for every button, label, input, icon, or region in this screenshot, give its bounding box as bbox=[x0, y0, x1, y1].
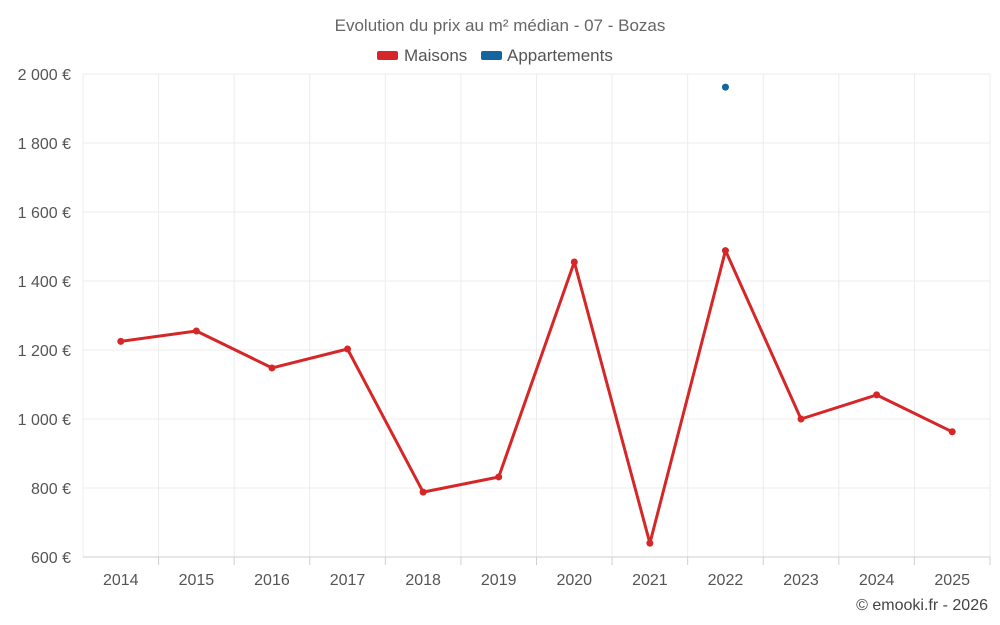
y-tick-label: 800 € bbox=[31, 481, 71, 498]
x-tick-label: 2018 bbox=[405, 572, 441, 589]
y-axis-ticks: 600 € 800 € 1 000 € 1 200 € 1 400 € 1 600 € 1 … bbox=[18, 67, 71, 567]
x-tick-label: 2019 bbox=[481, 572, 517, 589]
x-tick-label: 2014 bbox=[103, 572, 139, 589]
series-line-maisons bbox=[120, 249, 953, 545]
legend-label-appartements: Appartements bbox=[507, 46, 613, 65]
x-tick-label: 2016 bbox=[254, 572, 290, 589]
x-tick-label: 2017 bbox=[330, 572, 366, 589]
legend-swatch-maisons bbox=[377, 51, 398, 60]
data-point-maisons[interactable] bbox=[570, 258, 578, 266]
data-point-maisons[interactable] bbox=[495, 473, 503, 481]
series-appartements bbox=[721, 83, 729, 91]
data-point-maisons[interactable] bbox=[948, 428, 956, 436]
series-layer bbox=[117, 83, 956, 547]
chart-title: Evolution du prix au m² médian - 07 - Bo… bbox=[335, 16, 666, 35]
data-point-maisons[interactable] bbox=[192, 327, 200, 335]
legend-item-appartements[interactable]: Appartements bbox=[481, 46, 613, 65]
data-point-maisons[interactable] bbox=[646, 539, 654, 547]
data-point-maisons[interactable] bbox=[268, 364, 276, 372]
data-point-maisons[interactable] bbox=[721, 247, 729, 255]
data-point-appartements[interactable] bbox=[721, 83, 729, 91]
credit-text: © emooki.fr - 2026 bbox=[856, 597, 988, 614]
data-point-maisons[interactable] bbox=[117, 337, 125, 345]
legend: Maisons Appartements bbox=[377, 46, 613, 65]
legend-swatch-appartements bbox=[481, 51, 502, 60]
data-point-maisons[interactable] bbox=[797, 415, 805, 423]
x-tick-label: 2022 bbox=[708, 572, 744, 589]
x-tick-label: 2015 bbox=[179, 572, 215, 589]
data-point-maisons[interactable] bbox=[344, 345, 352, 353]
x-axis-ticks: 2014 2015 2016 2017 2018 2019 2020 2021 2022 2023… bbox=[103, 557, 991, 589]
data-point-maisons[interactable] bbox=[873, 391, 881, 399]
series-maisons bbox=[117, 247, 956, 547]
x-tick-label: 2020 bbox=[556, 572, 592, 589]
y-tick-label: 1 200 € bbox=[18, 343, 71, 360]
legend-item-maisons[interactable]: Maisons bbox=[377, 46, 467, 65]
x-tick-label: 2023 bbox=[783, 572, 819, 589]
y-tick-label: 1 000 € bbox=[18, 412, 71, 429]
x-tick-label: 2021 bbox=[632, 572, 668, 589]
y-tick-label: 1 800 € bbox=[18, 136, 71, 153]
x-tick-label: 2024 bbox=[859, 572, 895, 589]
y-tick-label: 2 000 € bbox=[18, 67, 71, 84]
data-point-maisons[interactable] bbox=[419, 488, 427, 496]
y-tick-label: 1 600 € bbox=[18, 205, 71, 222]
legend-label-maisons: Maisons bbox=[404, 46, 467, 65]
gridlines bbox=[82, 73, 991, 558]
y-tick-label: 600 € bbox=[31, 550, 71, 567]
x-tick-label: 2025 bbox=[934, 572, 970, 589]
y-tick-label: 1 400 € bbox=[18, 274, 71, 291]
